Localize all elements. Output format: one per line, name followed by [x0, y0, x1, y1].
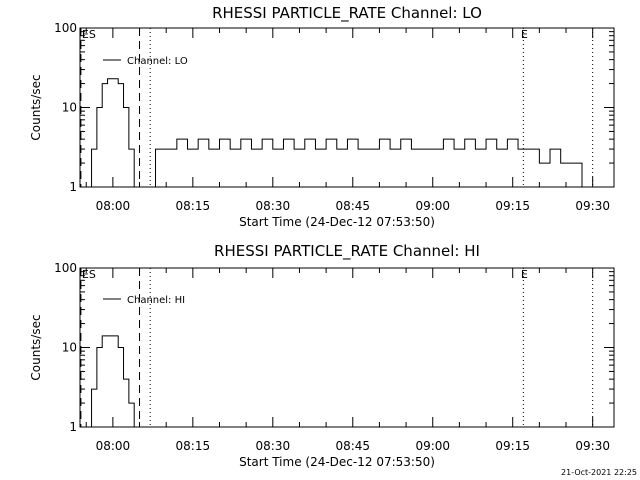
y-tick-label: 10: [62, 341, 77, 355]
x-tick-label: 09:00: [415, 439, 450, 453]
x-axis-label: Start Time (24-Dec-12 07:53:50): [239, 455, 435, 469]
annotation-label: ES: [82, 268, 96, 281]
chart-title: RHESSI PARTICLE_RATE Channel: HI: [214, 242, 480, 261]
x-tick-label: 08:30: [256, 199, 291, 213]
chart-title: RHESSI PARTICLE_RATE Channel: LO: [212, 4, 482, 23]
y-tick-label: 1: [69, 180, 77, 194]
x-tick-label: 08:00: [96, 439, 131, 453]
x-tick-label: 08:45: [335, 199, 370, 213]
x-tick-label: 08:00: [96, 199, 131, 213]
plot-frame: [79, 267, 615, 428]
x-tick-label: 09:15: [495, 199, 530, 213]
x-tick-label: 08:15: [176, 439, 211, 453]
y-tick-label: 100: [54, 21, 77, 35]
annotation-label: E: [521, 268, 528, 281]
series-line: [86, 78, 588, 188]
annotation-label: ES: [82, 28, 96, 41]
legend-label: Channel: LO: [127, 56, 188, 67]
y-tick-label: 100: [54, 261, 77, 275]
plot-frame: [79, 27, 615, 188]
y-tick-label: 1: [69, 420, 77, 434]
x-tick-label: 08:45: [335, 439, 370, 453]
annotation-label: E: [521, 28, 528, 41]
legend-label: Channel: HI: [127, 295, 185, 306]
x-tick-label: 09:15: [495, 439, 530, 453]
x-axis-label: Start Time (24-Dec-12 07:53:50): [239, 215, 435, 229]
panel-hi: RHESSI PARTICLE_RATE Channel: HI 1 10 100 Co…: [29, 242, 615, 469]
y-axis-label: Counts/sec: [29, 314, 43, 380]
y-axis-label: Counts/sec: [29, 74, 43, 140]
x-tick-label: 09:00: [415, 199, 450, 213]
series-line: [86, 335, 135, 428]
y-tick-label: 10: [62, 101, 77, 115]
x-tick-label: 09:30: [575, 199, 610, 213]
x-tick-label: 08:15: [176, 199, 211, 213]
x-tick-label: 09:30: [575, 439, 610, 453]
footer-timestamp: 21-Oct-2021 22:25: [561, 468, 637, 477]
panel-lo: RHESSI PARTICLE_RATE Channel: LO 1 10 100 Co…: [29, 4, 615, 229]
x-tick-label: 08:30: [256, 439, 291, 453]
